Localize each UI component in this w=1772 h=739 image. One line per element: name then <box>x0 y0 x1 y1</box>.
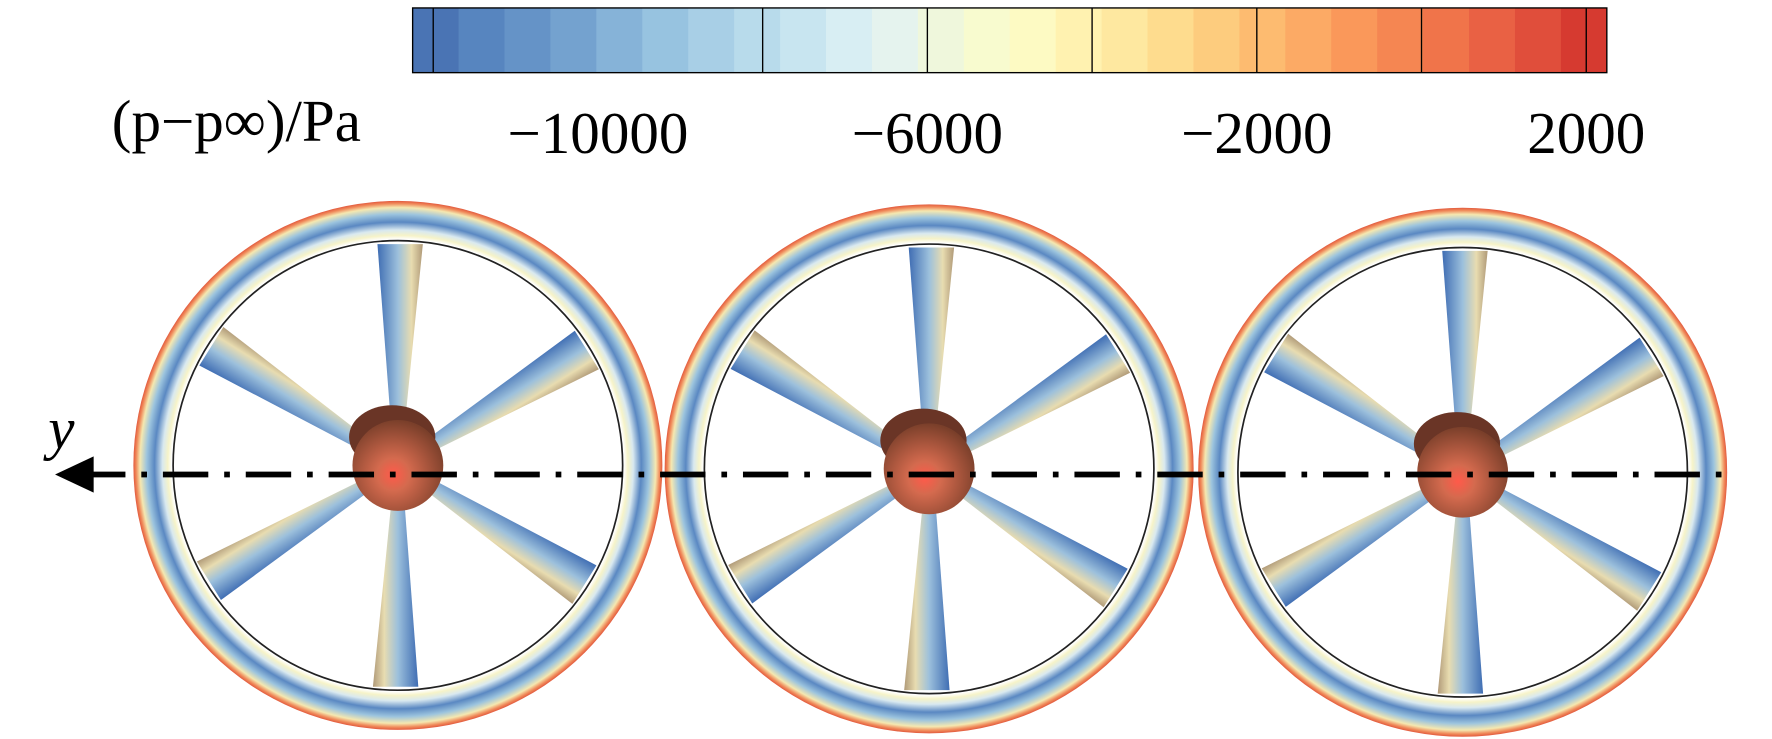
color-band <box>412 7 460 73</box>
color-band <box>1239 7 1286 73</box>
colorbar-frame <box>411 7 1608 74</box>
color-band <box>1147 7 1195 73</box>
color-band <box>1377 7 1424 73</box>
color-band <box>596 7 643 73</box>
axis-arrow <box>55 456 94 493</box>
color-band <box>458 7 506 73</box>
propellers <box>132 200 1729 738</box>
color-band <box>1331 7 1378 73</box>
color-band <box>1514 7 1562 73</box>
propeller <box>663 203 1195 735</box>
color-band <box>642 7 689 73</box>
color-band <box>1560 7 1608 73</box>
color-band <box>826 7 873 73</box>
color-band <box>550 7 597 73</box>
color-band <box>1009 7 1057 73</box>
color-band <box>1193 7 1240 73</box>
colorbar-tick-label: −10000 <box>508 100 689 166</box>
color-band <box>780 7 827 73</box>
colorbar-tick-label: 2000 <box>1527 100 1645 166</box>
color-band <box>1101 7 1149 73</box>
colorbar-label: (p−p∞)/Pa <box>112 88 361 154</box>
color-band <box>917 7 965 73</box>
colorbar-tick-label: −2000 <box>1181 100 1332 166</box>
color-band <box>1285 7 1332 73</box>
color-band <box>871 7 919 73</box>
colorbar-tick-label: −6000 <box>852 100 1003 166</box>
color-band <box>1423 7 1470 73</box>
propeller <box>132 200 664 731</box>
color-band <box>1055 7 1103 73</box>
color-band <box>963 7 1011 73</box>
color-band <box>734 7 781 73</box>
axis-label: y <box>43 395 75 461</box>
colorbar: −10000 −6000 −2000 2000 <box>411 7 1645 166</box>
color-band <box>504 7 551 73</box>
color-band <box>1469 7 1516 73</box>
color-band <box>688 7 735 73</box>
